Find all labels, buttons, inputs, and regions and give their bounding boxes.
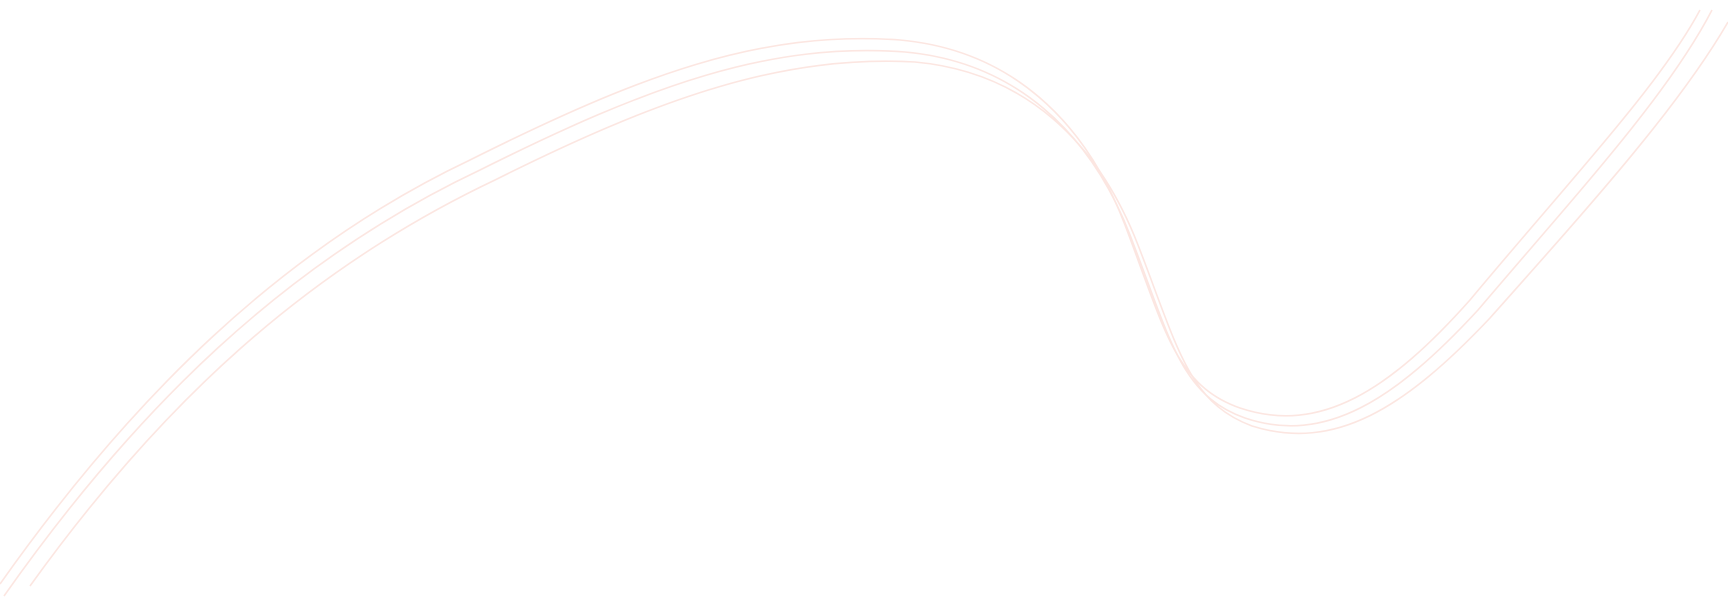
wave-line [29, 21, 1728, 587]
wave-line [0, 9, 1701, 585]
wave-line [3, 9, 1713, 597]
